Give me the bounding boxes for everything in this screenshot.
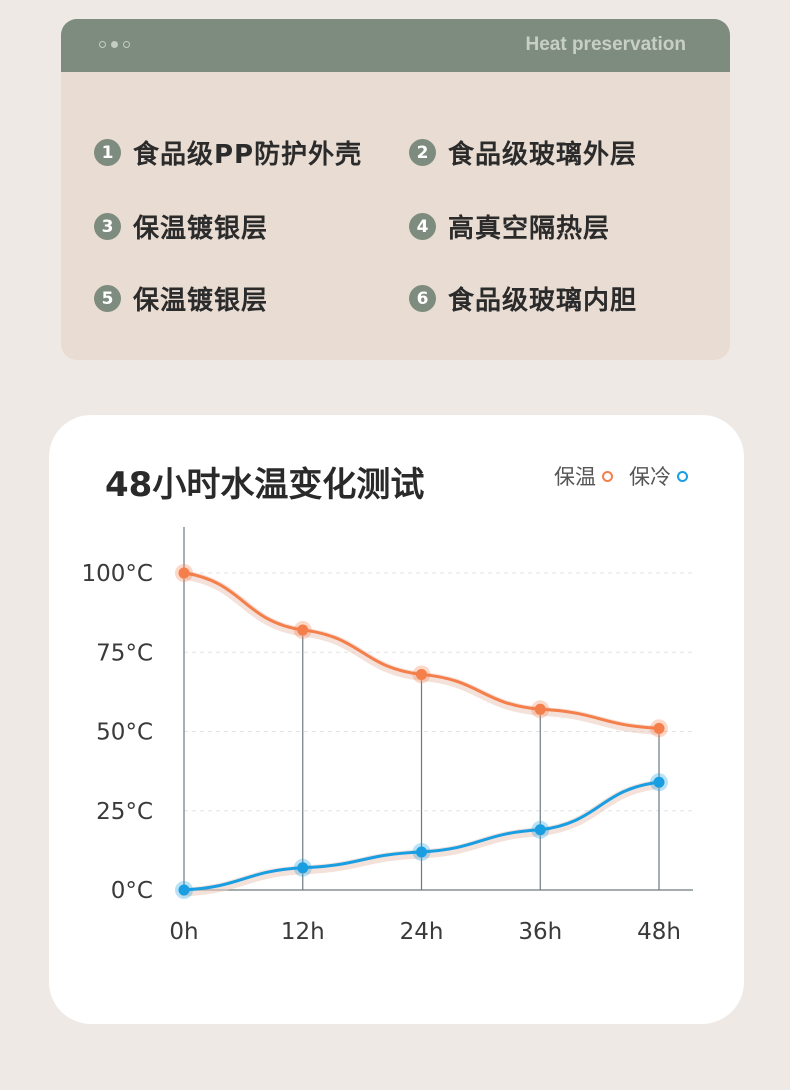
layer-item: 4 高真空隔热层 [409, 208, 610, 245]
panel-header: Heat preservation [61, 19, 730, 72]
data-point [416, 846, 427, 858]
layer-item: 3 保温镀银层 [94, 208, 268, 245]
x-tick-label: 48h [637, 919, 681, 945]
legend-item-cold: 保冷 [629, 461, 688, 491]
layer-label: 食品级PP防护外壳 [133, 140, 363, 170]
y-tick-label: 25°C [96, 799, 153, 825]
layer-label: 高真空隔热层 [448, 214, 611, 244]
data-point [178, 567, 190, 579]
chart-card: 48小时水温变化测试 保温 保冷 0°C 25°C 50°C 75°C 100°C 0h 1… [49, 415, 744, 1024]
y-tick-label: 100°C [82, 561, 153, 587]
dot-icon [123, 41, 130, 48]
layer-number: 2 [409, 139, 436, 166]
data-point [653, 776, 665, 788]
data-point [178, 884, 190, 896]
layer-number: 4 [409, 213, 436, 240]
legend-item-warm: 保温 [554, 461, 613, 491]
layer-item: 2 食品级玻璃外层 [409, 134, 637, 171]
legend-label: 保冷 [629, 465, 671, 489]
data-point [653, 722, 665, 734]
data-point [416, 668, 427, 680]
layer-item: 1 食品级PP防护外壳 [94, 134, 362, 171]
chart-title: 48小时水温变化测试 [105, 465, 425, 505]
layer-number: 6 [409, 285, 436, 312]
layer-label: 保温镀银层 [133, 214, 269, 244]
dot-icon [111, 41, 118, 48]
y-tick-label: 50°C [96, 720, 153, 746]
layer-item: 6 食品级玻璃内胆 [409, 280, 637, 317]
y-tick-label: 0°C [111, 878, 153, 904]
dot-icon [99, 41, 106, 48]
layer-number: 3 [94, 213, 121, 240]
data-point [534, 824, 546, 836]
data-point [297, 862, 309, 874]
x-tick-label: 12h [281, 919, 325, 945]
legend-circle-icon [602, 470, 613, 482]
heat-preservation-panel: Heat preservation 1 食品级PP防护外壳 2 食品级玻璃外层 … [61, 19, 730, 360]
layer-item: 5 保温镀银层 [94, 280, 268, 317]
x-tick-label: 36h [518, 919, 562, 945]
line-chart: 0°C 25°C 50°C 75°C 100°C 0h 12h 24h 36h 48h [82, 527, 693, 945]
x-tick-label: 0h [169, 919, 198, 945]
chart-legend: 保温 保冷 [554, 461, 688, 491]
legend-label: 保温 [554, 465, 596, 489]
data-point [534, 703, 546, 715]
panel-title: Heat preservation [525, 34, 686, 55]
legend-circle-icon [677, 470, 688, 482]
layer-label: 食品级玻璃内胆 [448, 286, 638, 316]
layer-label: 保温镀银层 [133, 286, 269, 316]
layer-number: 1 [94, 139, 121, 166]
x-tick-label: 24h [400, 919, 444, 945]
y-tick-label: 75°C [96, 640, 153, 666]
layer-label: 食品级玻璃外层 [448, 140, 638, 170]
data-point [297, 624, 309, 636]
window-dots [99, 41, 130, 48]
layer-number: 5 [94, 285, 121, 312]
